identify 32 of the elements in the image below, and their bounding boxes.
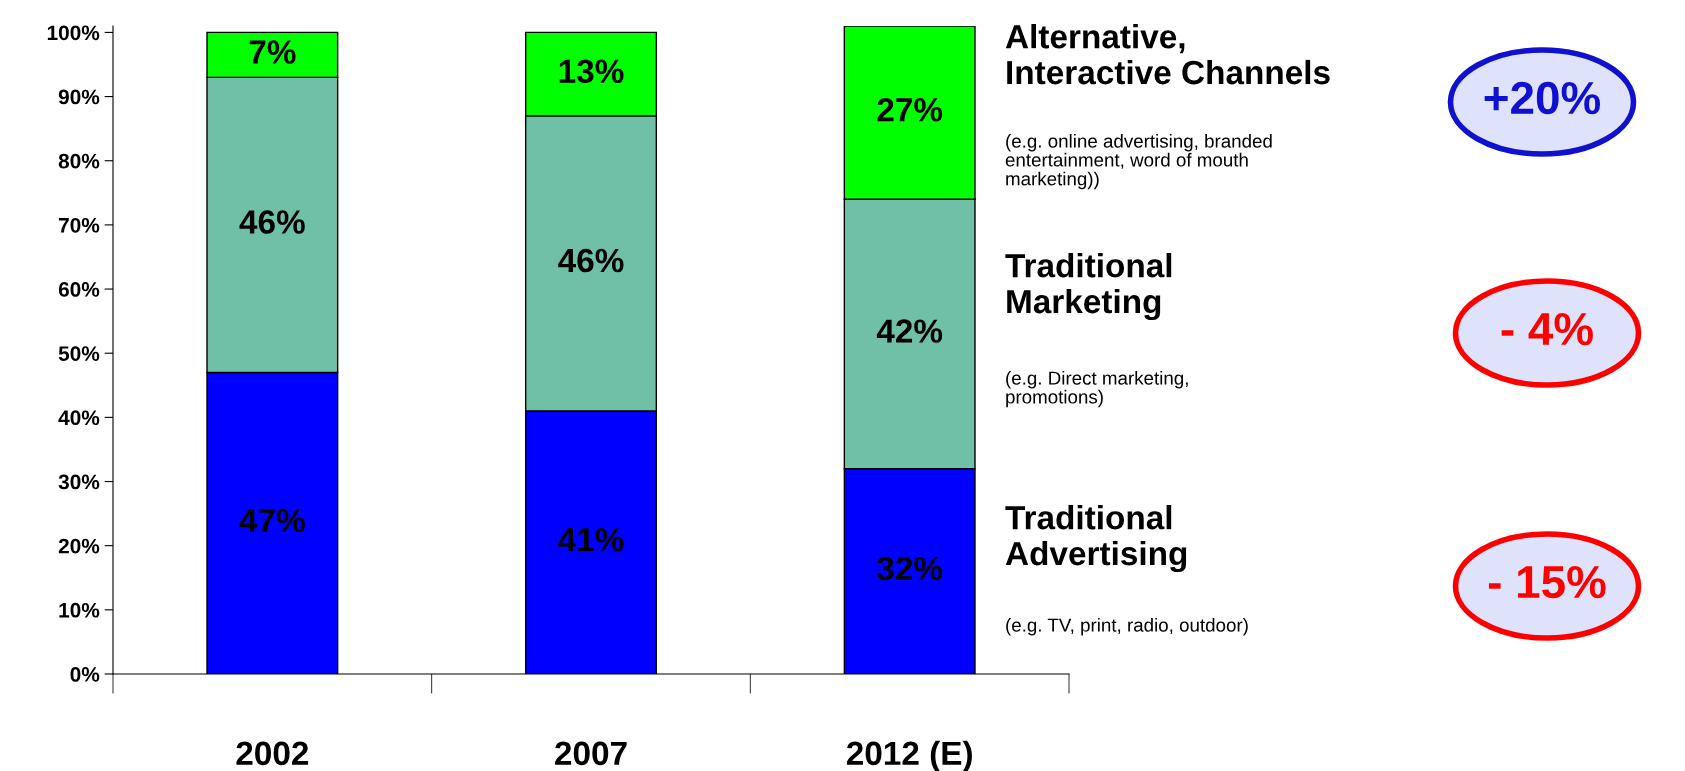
y-tick-label: 80% (58, 153, 100, 169)
x-tick-label: 2012 (E) (846, 740, 972, 771)
annotation: (e.g. online advertising, branded entertainment, word of mouth marketing)) (1005, 134, 1272, 190)
annotation: (e.g. TV, print, radio, outdoor) (1006, 618, 1248, 636)
data-label: 46% (239, 210, 305, 234)
x-tick-label: 2002 (236, 741, 309, 766)
data-label: 13% (559, 59, 624, 84)
y-tick-label: 70% (59, 217, 100, 233)
y-tick-label: 30% (58, 474, 100, 490)
y-tick-label: 20% (58, 538, 100, 554)
series-label: Alternative, Interactive Channels (1005, 24, 1330, 85)
series-label: Traditional Advertising (1005, 505, 1187, 573)
y-tick-label: 0% (70, 667, 100, 682)
x-tick-label: 2007 (555, 741, 627, 766)
data-label: 47% (239, 508, 305, 533)
y-tick-label: 50% (58, 346, 100, 361)
data-label: 46% (558, 248, 624, 273)
data-label: 41% (558, 527, 624, 552)
text: +20% (1484, 81, 1601, 115)
y-tick-label: 100% (47, 25, 100, 41)
annotation: (e.g. Direct marketing, promotions) (1006, 371, 1188, 408)
y-tick-label: 60% (58, 282, 100, 297)
data-label: 27% (877, 97, 943, 122)
data-label: 42% (876, 319, 943, 343)
data-label: 32% (877, 556, 943, 581)
y-tick-label: 10% (59, 602, 100, 618)
text: - 4% (1501, 312, 1593, 346)
series-label: Traditional Marketing (1005, 253, 1172, 321)
data-label: 7% (249, 40, 296, 64)
y-tick-label: 40% (58, 410, 100, 426)
y-tick-label: 90% (58, 89, 100, 105)
text: - 15% (1488, 565, 1606, 599)
